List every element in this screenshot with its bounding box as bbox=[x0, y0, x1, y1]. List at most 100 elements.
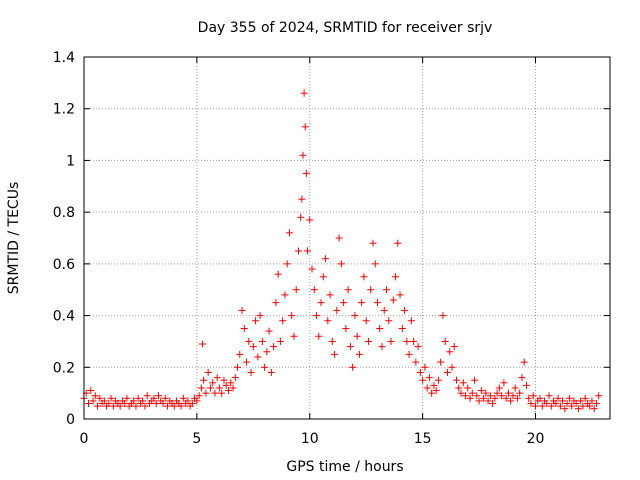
data-point bbox=[561, 405, 569, 413]
y-tick-label: 0 bbox=[66, 412, 75, 428]
data-point bbox=[193, 397, 201, 405]
data-point bbox=[229, 384, 237, 392]
data-point bbox=[249, 343, 257, 351]
data-point bbox=[475, 397, 483, 405]
data-point bbox=[511, 384, 519, 392]
data-point bbox=[100, 397, 108, 405]
data-point bbox=[480, 394, 488, 402]
data-point bbox=[279, 317, 287, 325]
axis-ticks: 0 0.2 0.4 0.6 0.8 1 1.2 1.4 0 5 10 15 20 bbox=[53, 50, 610, 447]
data-point bbox=[302, 169, 310, 177]
data-point bbox=[563, 399, 571, 407]
data-point bbox=[319, 273, 327, 281]
data-point bbox=[502, 394, 510, 402]
x-tick-label: 10 bbox=[301, 431, 319, 447]
data-point bbox=[538, 402, 546, 410]
data-point bbox=[387, 337, 395, 345]
data-point bbox=[301, 123, 309, 131]
data-point bbox=[337, 260, 345, 268]
plot-frame bbox=[83, 56, 611, 420]
data-point bbox=[288, 312, 296, 320]
data-point bbox=[518, 374, 526, 382]
data-point bbox=[556, 402, 564, 410]
data-point bbox=[457, 389, 465, 397]
data-point bbox=[464, 384, 472, 392]
data-point bbox=[274, 270, 282, 278]
data-point bbox=[394, 239, 402, 247]
data-point bbox=[482, 389, 490, 397]
data-point bbox=[215, 384, 223, 392]
data-point bbox=[543, 399, 551, 407]
x-axis-label: GPS time / hours bbox=[286, 459, 403, 475]
data-point bbox=[532, 402, 540, 410]
data-point bbox=[592, 399, 600, 407]
data-point bbox=[245, 337, 253, 345]
data-point bbox=[349, 363, 357, 371]
data-point bbox=[373, 299, 381, 307]
data-point bbox=[385, 317, 393, 325]
data-point bbox=[234, 363, 242, 371]
data-point bbox=[554, 394, 562, 402]
data-point bbox=[141, 402, 149, 410]
data-point bbox=[547, 402, 555, 410]
grid-lines bbox=[84, 57, 610, 419]
data-point bbox=[247, 368, 255, 376]
data-point bbox=[468, 389, 476, 397]
y-tick-label: 0.4 bbox=[53, 309, 75, 325]
data-point bbox=[452, 376, 460, 384]
data-point bbox=[132, 402, 140, 410]
y-tick-label: 1.4 bbox=[53, 50, 75, 66]
data-point bbox=[206, 384, 214, 392]
data-point bbox=[414, 343, 422, 351]
data-point bbox=[353, 332, 361, 340]
data-point bbox=[412, 358, 420, 366]
data-point bbox=[195, 392, 203, 400]
data-point bbox=[322, 255, 330, 263]
data-point bbox=[432, 387, 440, 395]
data-point bbox=[218, 389, 226, 397]
data-point bbox=[331, 350, 339, 358]
data-point bbox=[281, 291, 289, 299]
data-point bbox=[565, 394, 573, 402]
data-point bbox=[333, 306, 341, 314]
data-point bbox=[572, 399, 580, 407]
data-point bbox=[121, 399, 129, 407]
data-point bbox=[209, 379, 217, 387]
data-point bbox=[340, 299, 348, 307]
data-point bbox=[89, 397, 97, 405]
data-point bbox=[459, 379, 467, 387]
data-point bbox=[344, 286, 352, 294]
data-point bbox=[371, 260, 379, 268]
y-tick-label: 0.8 bbox=[53, 205, 75, 221]
data-point bbox=[421, 363, 429, 371]
y-axis-label: SRMTID / TECUs bbox=[6, 182, 22, 295]
data-point bbox=[109, 402, 117, 410]
data-point bbox=[410, 337, 418, 345]
data-point bbox=[285, 229, 293, 237]
data-point bbox=[471, 376, 479, 384]
data-point bbox=[188, 399, 196, 407]
data-point bbox=[179, 394, 187, 402]
data-point bbox=[574, 405, 582, 413]
data-point bbox=[85, 399, 93, 407]
data-point bbox=[568, 402, 576, 410]
data-point bbox=[213, 374, 221, 382]
data-point bbox=[389, 296, 397, 304]
data-point bbox=[423, 384, 431, 392]
data-point bbox=[527, 399, 535, 407]
data-point bbox=[498, 392, 506, 400]
data-point bbox=[407, 317, 415, 325]
data-point bbox=[516, 389, 524, 397]
data-point bbox=[170, 402, 178, 410]
data-point bbox=[396, 291, 404, 299]
data-point bbox=[313, 312, 321, 320]
data-point bbox=[238, 306, 246, 314]
data-point bbox=[419, 376, 427, 384]
data-point bbox=[308, 265, 316, 273]
y-tick-label: 0.6 bbox=[53, 257, 75, 273]
data-point bbox=[272, 299, 280, 307]
data-point bbox=[270, 343, 278, 351]
data-point bbox=[200, 376, 208, 384]
data-point bbox=[466, 394, 474, 402]
